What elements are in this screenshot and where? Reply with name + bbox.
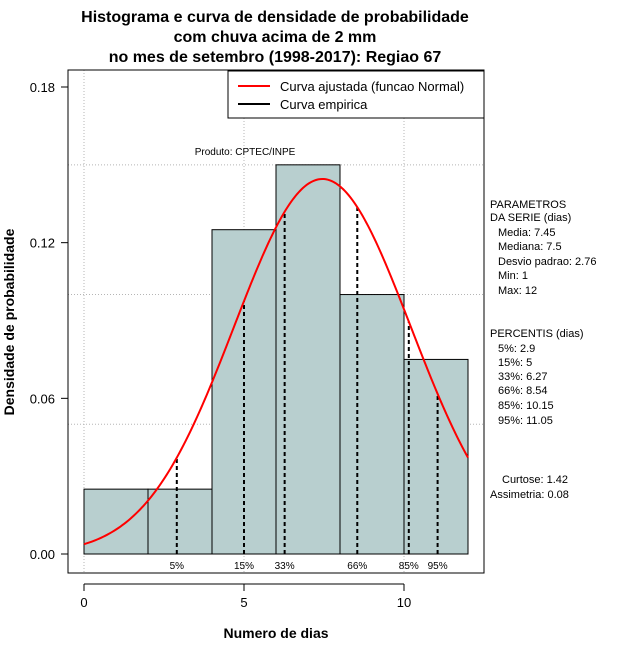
histogram-bar-1 <box>147 488 213 555</box>
y-tick-label-0: 0.00 <box>30 547 55 562</box>
percentil-66: 66%: 8.54 <box>498 385 548 397</box>
x-axis-label: Numero de dias <box>223 625 328 641</box>
legend-box <box>227 70 485 119</box>
param-media: Media: 7.45 <box>498 227 555 239</box>
legend-label-fitted: Curva ajustada (funcao Normal) <box>280 79 464 94</box>
percentile-labels: 5% 15% 33% 66% 85% 95% <box>170 561 448 572</box>
y-axis-label: Densidade de probabilidade <box>1 228 17 415</box>
param-desvio: Desvio padrao: 2.76 <box>498 256 596 268</box>
curtose: Curtose: 1.42 <box>502 474 568 486</box>
percentil-15: 15%: 5 <box>498 357 532 369</box>
percentile-label-4: 85% <box>399 561 419 572</box>
product-annotation: Produto: CPTEC/INPE <box>195 147 296 158</box>
percentile-lines <box>175 207 439 554</box>
histogram-bar-4 <box>339 294 405 555</box>
param-mediana: Mediana: 7.5 <box>498 241 562 253</box>
chart-title-line-3: no mes de setembro (1998-2017): Regiao 6… <box>109 49 442 66</box>
y-tick-label-2: 0.12 <box>30 236 55 251</box>
percentil-5: 5%: 2.9 <box>498 343 535 355</box>
assimetria: Assimetria: 0.08 <box>490 489 569 501</box>
chart-title-line-1: Histograma e curva de densidade de proba… <box>81 9 469 26</box>
y-axis: 0.00 0.06 0.12 0.18 <box>30 80 69 562</box>
percentil-33: 33%: 6.27 <box>498 371 548 383</box>
chart-title-line-2: com chuva acima de 2 mm <box>174 29 377 46</box>
histogram-bar-0 <box>83 488 149 555</box>
x-tick-label-2: 10 <box>397 595 411 610</box>
x-tick-label-1: 5 <box>240 595 247 610</box>
percentile-label-5: 95% <box>428 561 448 572</box>
param-min: Min: 1 <box>498 270 528 282</box>
param-max: Max: 12 <box>498 285 537 297</box>
percentil-95: 95%: 11.05 <box>498 415 553 427</box>
side-panel: PARAMETROS DA SERIE (dias) Media: 7.45 M… <box>490 199 596 501</box>
legend-label-empirical: Curva empirica <box>280 97 368 112</box>
fitted-normal-curve <box>83 177 469 546</box>
y-tick-label-3: 0.18 <box>30 80 55 95</box>
x-tick-label-0: 0 <box>80 595 87 610</box>
y-tick-label-1: 0.06 <box>30 391 55 406</box>
percentile-label-3: 66% <box>347 561 367 572</box>
parametros-title-1: PARAMETROS <box>490 199 566 211</box>
histogram-bars <box>83 164 469 555</box>
percentil-85: 85%: 10.15 <box>498 400 554 412</box>
percentis-title: PERCENTIS (dias) <box>490 328 584 340</box>
percentile-label-2: 33% <box>275 561 295 572</box>
percentile-label-0: 5% <box>170 561 185 572</box>
percentile-label-1: 15% <box>234 561 254 572</box>
x-axis: 0 5 10 <box>80 583 411 610</box>
parametros-title-2: DA SERIE (dias) <box>490 212 571 224</box>
histogram-bar-3 <box>275 164 341 555</box>
legend: Curva ajustada (funcao Normal) Curva emp… <box>227 70 485 119</box>
